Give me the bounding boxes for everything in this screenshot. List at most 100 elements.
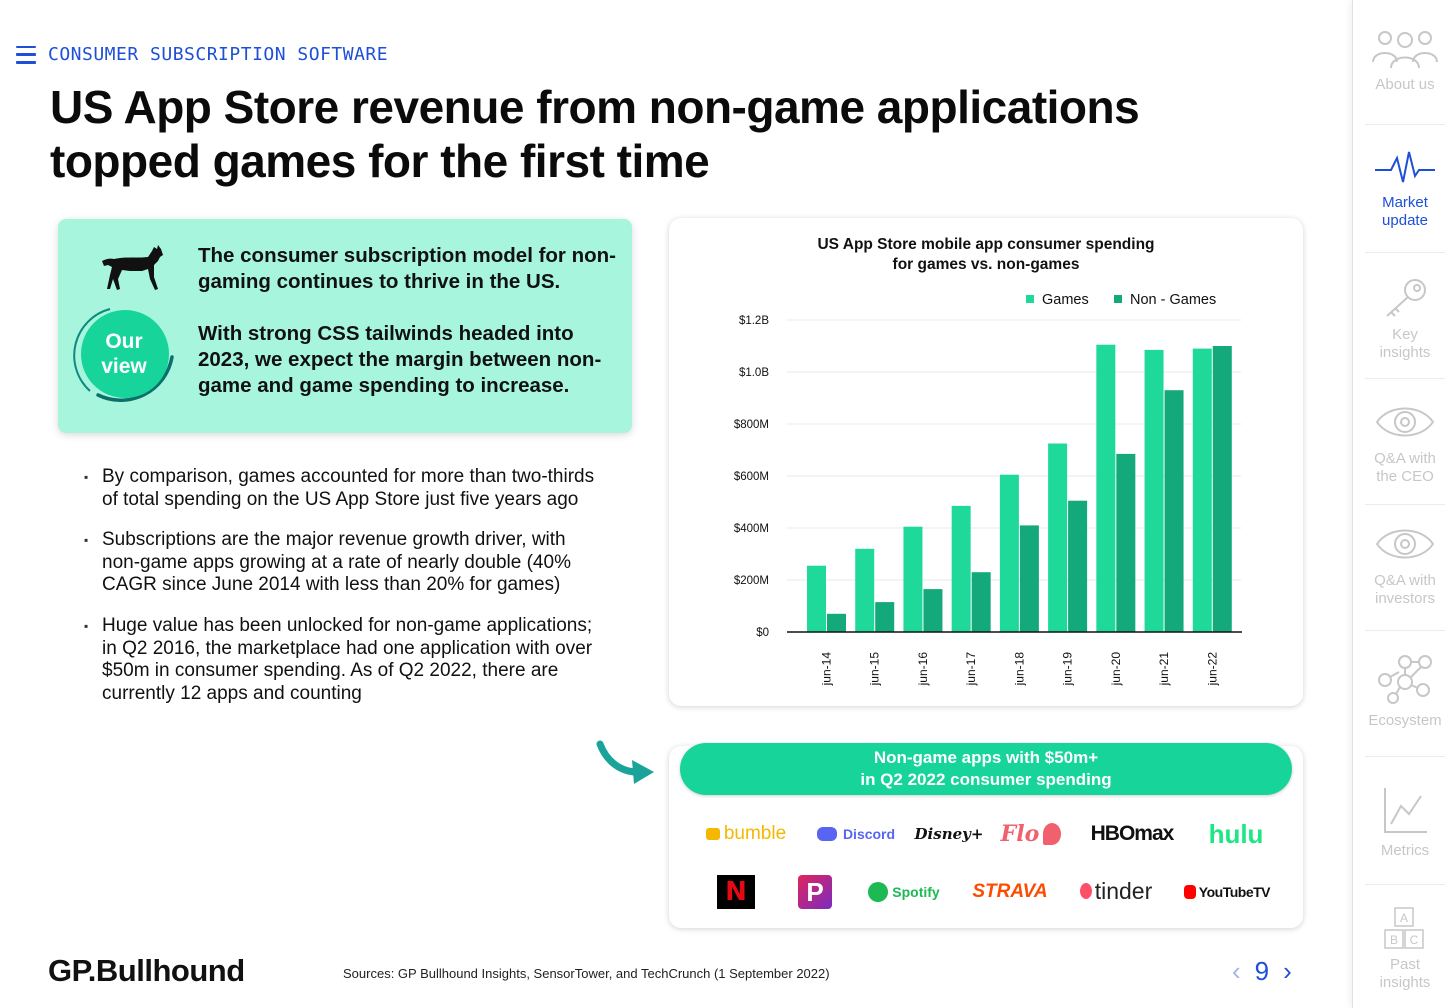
y-tick-label: $600M — [734, 471, 769, 483]
bar — [1019, 525, 1039, 632]
view-statement: The consumer subscription model for non-… — [198, 243, 624, 425]
pager: ‹ 9 › — [1232, 956, 1292, 986]
bar — [1164, 390, 1184, 632]
apps-banner: Non-game apps with $50m+ in Q2 2022 cons… — [680, 743, 1292, 795]
people-icon — [1372, 31, 1438, 69]
chart-title: for games vs. non-games — [893, 256, 1080, 273]
bar — [807, 565, 826, 632]
x-tick-label: jun-15 — [868, 652, 882, 687]
nav-label: About us — [1375, 76, 1435, 93]
section-label: CONSUMER SUBSCRIPTION SOFTWARE — [48, 44, 389, 65]
hbomax-logo: HBOmax — [1090, 822, 1175, 845]
nav-ecosystem[interactable]: Ecosystem — [1353, 650, 1456, 730]
netflix-logo: N — [717, 875, 755, 909]
line-chart-icon — [1384, 788, 1427, 833]
abc-blocks-icon: AB C — [1384, 907, 1424, 949]
pandora-logo: P — [798, 875, 832, 909]
nav-market-update[interactable]: Market update — [1353, 148, 1456, 230]
bullet-item: Subscriptions are the major revenue grow… — [84, 529, 604, 597]
chart-title: US App Store mobile app consumer spendin… — [817, 236, 1154, 253]
bar — [923, 589, 943, 632]
network-icon — [1378, 655, 1432, 704]
nav-key-insights[interactable]: Key insights — [1353, 276, 1456, 362]
tinder-logo: tinder — [1074, 876, 1158, 906]
bar — [1116, 453, 1136, 632]
disney-plus-logo: Disney+ — [914, 825, 984, 843]
legend-swatch — [1114, 295, 1122, 303]
apps-banner-line: in Q2 2022 consumer spending — [860, 770, 1112, 789]
strava-logo: STRAVA — [972, 881, 1048, 902]
x-tick-label: jun-14 — [820, 652, 834, 687]
bar — [1192, 348, 1212, 632]
bar — [971, 572, 991, 632]
nav-metrics[interactable]: Metrics — [1353, 784, 1456, 860]
y-tick-label: $1.2B — [739, 315, 769, 327]
eye-icon — [1375, 529, 1435, 559]
our-view-box: Our view The consumer subscription model… — [58, 219, 632, 433]
bullet-item: Huge value has been unlocked for non-gam… — [84, 615, 604, 705]
section-header: CONSUMER SUBSCRIPTION SOFTWARE — [16, 44, 388, 65]
bullet-item: By comparison, games accounted for more … — [84, 466, 604, 511]
bar — [1068, 500, 1088, 632]
svg-text:B: B — [1390, 933, 1398, 947]
svg-text:A: A — [1400, 911, 1408, 925]
nav-label: Ecosystem — [1368, 712, 1442, 729]
bar — [1212, 346, 1232, 632]
nav-label: Key insights — [1379, 326, 1431, 361]
slide: CONSUMER SUBSCRIPTION SOFTWARE US App St… — [0, 0, 1350, 1008]
hulu-logo: hulu — [1208, 818, 1264, 849]
view-paragraph: With strong CSS tailwinds headed into 20… — [198, 322, 602, 397]
sources-note: Sources: GP Bullhound Insights, SensorTo… — [343, 966, 830, 981]
eye-icon — [1375, 407, 1435, 437]
bar — [827, 613, 846, 632]
spotify-logo: Spotify — [862, 878, 946, 906]
pulse-icon — [1375, 151, 1435, 183]
x-tick-label: jun-22 — [1205, 652, 1219, 687]
y-tick-label: $400M — [734, 523, 769, 535]
legend-label: Games — [1042, 292, 1089, 308]
nav-label: Market update — [1382, 194, 1428, 229]
page-title: US App Store revenue from non-game appli… — [50, 81, 1140, 187]
bar — [999, 474, 1019, 632]
our-view-label: Our view — [101, 330, 147, 378]
bar — [1048, 443, 1068, 632]
menu-icon[interactable] — [16, 45, 36, 64]
flo-logo: Flo — [998, 818, 1064, 850]
y-tick-label: $1.0B — [739, 367, 769, 379]
bullet-list: By comparison, games accounted for more … — [84, 466, 604, 723]
key-icon — [1386, 279, 1426, 317]
x-tick-label: jun-18 — [1012, 652, 1026, 687]
dog-icon — [102, 245, 163, 290]
page-number: 9 — [1254, 956, 1270, 986]
y-tick-label: $800M — [734, 419, 769, 431]
prev-page-icon[interactable]: ‹ — [1232, 956, 1241, 986]
nav-qa-investors[interactable]: Q&A with investors — [1353, 522, 1456, 608]
bar — [903, 526, 923, 632]
nav-qa-ceo[interactable]: Q&A with the CEO — [1353, 400, 1456, 486]
sidebar-nav: About us Market update Key insights Q&A … — [1352, 0, 1456, 1008]
y-tick-label: $0 — [756, 627, 769, 639]
x-tick-label: jun-21 — [1157, 652, 1171, 687]
bar — [951, 505, 971, 632]
x-tick-label: jun-17 — [964, 652, 978, 687]
view-paragraph: The consumer subscription model for non-… — [198, 244, 616, 293]
nav-label: Q&A with investors — [1374, 572, 1436, 607]
bar — [855, 548, 875, 632]
bar — [1144, 349, 1164, 632]
nav-label: Past insights — [1379, 956, 1431, 991]
next-page-icon[interactable]: › — [1283, 956, 1292, 986]
x-tick-label: jun-19 — [1061, 652, 1075, 687]
nav-about-us[interactable]: About us — [1353, 26, 1456, 94]
x-tick-label: jun-20 — [1109, 652, 1123, 687]
y-tick-label: $200M — [734, 575, 769, 587]
svg-text:C: C — [1410, 933, 1419, 947]
bumble-logo: bumble — [700, 820, 792, 848]
our-view-badge-icon — [73, 308, 174, 402]
bar-chart: US App Store mobile app consumer spendin… — [734, 236, 1242, 687]
nav-label: Q&A with the CEO — [1374, 450, 1436, 485]
x-tick-label: jun-16 — [916, 652, 930, 687]
legend-label: Non - Games — [1130, 292, 1216, 308]
chart-card: US App Store mobile app consumer spendin… — [669, 218, 1303, 706]
brand-logo: GP.Bullhound — [48, 953, 245, 988]
